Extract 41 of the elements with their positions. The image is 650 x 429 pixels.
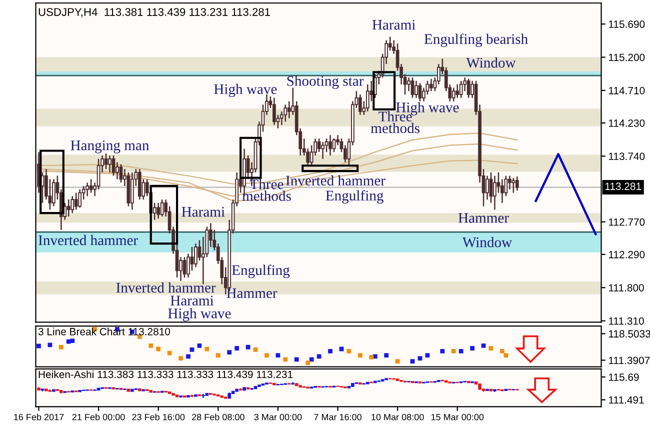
- y-tick-label: 115.690: [608, 20, 645, 28]
- annotation: High wave: [168, 308, 231, 322]
- annotation: Engulfing: [326, 190, 384, 204]
- annotation: Window: [462, 236, 512, 248]
- annotation: Inverted hammer: [38, 234, 138, 246]
- annotation: Engulfing: [232, 264, 290, 278]
- y-tick-label: 114.710: [608, 86, 645, 94]
- y-tick-label: 111.800: [608, 284, 644, 292]
- annotation: Harami: [182, 206, 225, 217]
- y-tick-label: 111.310: [608, 317, 644, 325]
- x-tick-label: 7 Mar 16:00: [314, 414, 362, 420]
- x-tick-label: 3 Mar 00:00: [254, 414, 302, 420]
- annotation: Hammer: [458, 213, 509, 223]
- annotation: Hanging man: [70, 140, 150, 154]
- y-tick-label: 118.5033: [608, 330, 650, 338]
- y-tick-label: 115.69: [608, 373, 639, 381]
- y-tick-label: 112.770: [608, 218, 645, 226]
- x-tick-label: 10 Mar 08:00: [372, 414, 424, 420]
- annotation: Harami: [372, 20, 416, 30]
- chart-title: Heiken-Ashi 113.383 113.333 113.333 113.439 113.231: [38, 370, 293, 378]
- y-tick-label: 111.3907: [608, 356, 650, 364]
- y-tick-label: 115.200: [608, 54, 645, 62]
- annotation: Inverted hammer: [116, 282, 216, 293]
- annotation: Engulfing bearish: [424, 34, 528, 47]
- annotation: Inverted hammer: [286, 175, 386, 186]
- x-tick-label: 15 Mar 00:00: [431, 414, 484, 420]
- annotation: Harami: [170, 296, 214, 306]
- y-tick-label: 111.491: [608, 396, 644, 404]
- x-tick-label: 28 Feb 08:00: [192, 414, 244, 420]
- y-tick-label: 112.290: [608, 250, 645, 258]
- x-tick-label: 23 Feb 16:00: [132, 414, 185, 420]
- annotation: Window: [466, 57, 516, 68]
- x-tick-label: 21 Feb 00:00: [72, 414, 125, 420]
- annotation: Shooting star: [287, 76, 364, 89]
- y-tick-label: 114.230: [608, 119, 645, 127]
- ref-line-label: 113.281: [605, 182, 642, 190]
- annotation: Hammer: [226, 288, 278, 298]
- annotation: High wave: [214, 84, 277, 98]
- x-tick-label: 16 Feb 2017: [14, 414, 64, 420]
- y-tick-label: 113.740: [608, 152, 645, 160]
- chart-title: USDJPY,H4 113.381 113.439 113.231 113.281: [38, 8, 270, 18]
